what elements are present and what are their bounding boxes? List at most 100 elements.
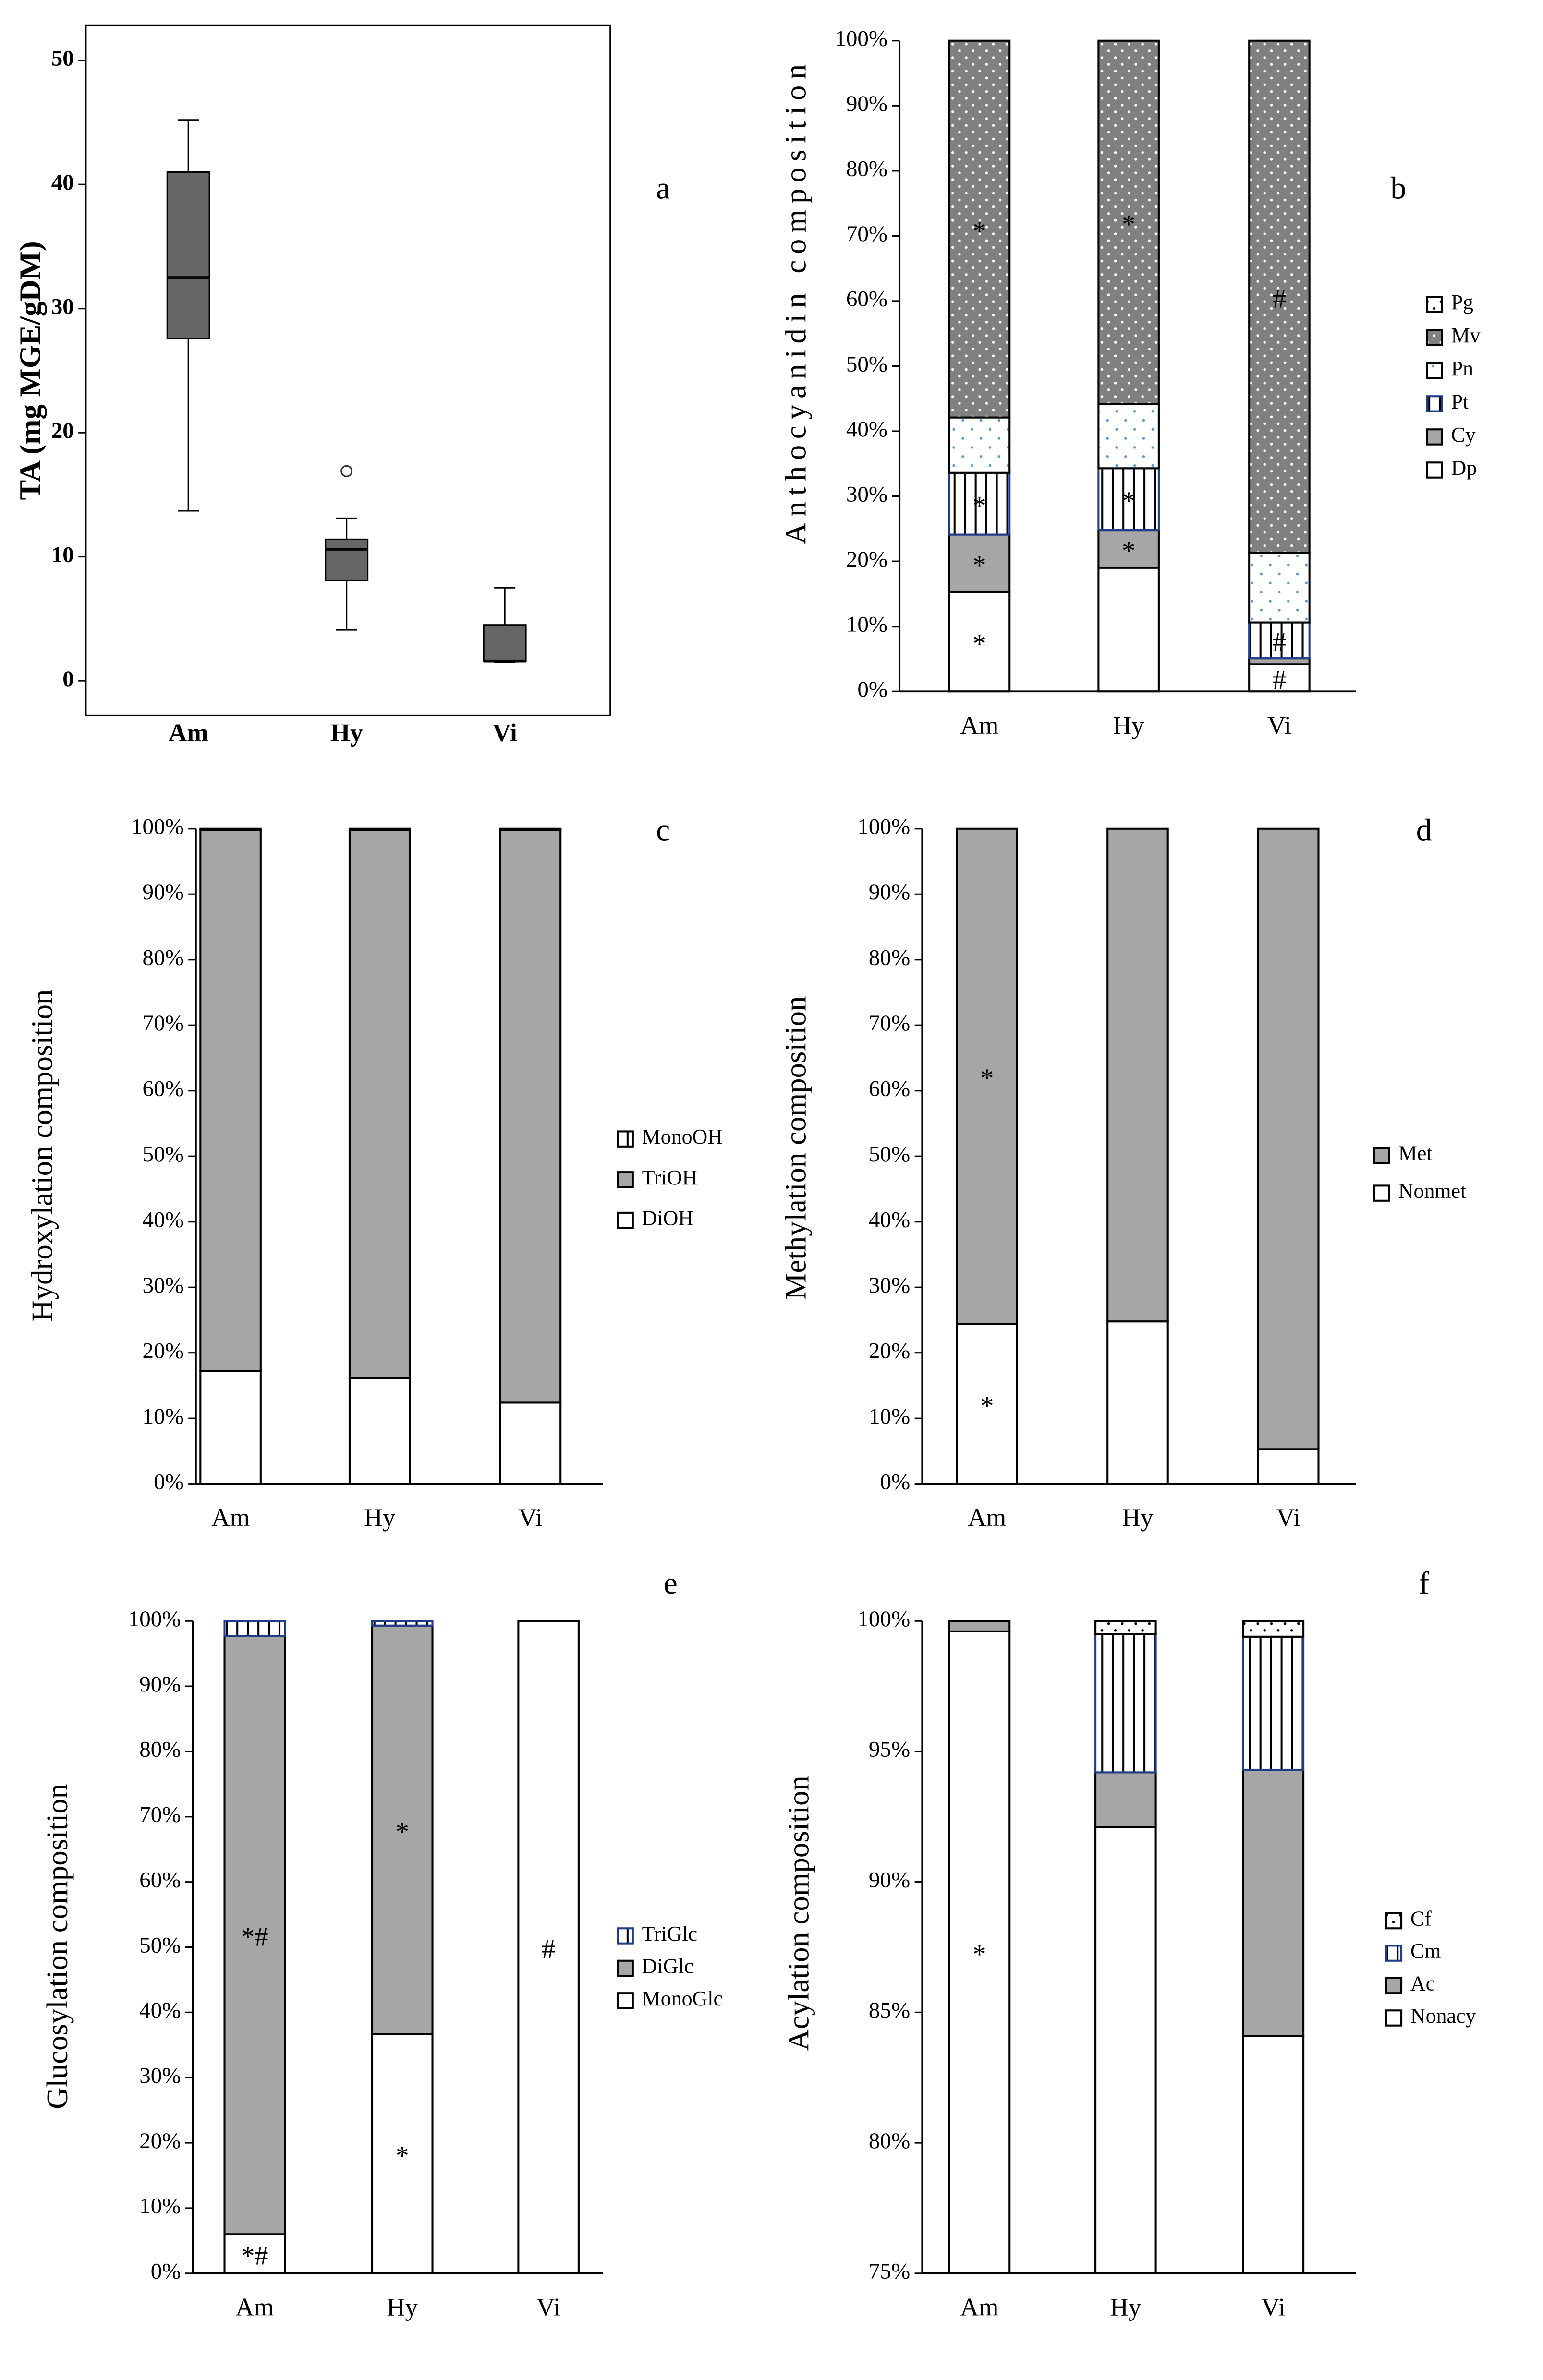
x-tick-label: Hy	[387, 2292, 418, 2321]
legend-swatch	[1385, 1945, 1403, 1962]
bar-segment	[1242, 1768, 1305, 2037]
outlier	[340, 465, 353, 477]
y-tick-label: 0%	[857, 677, 887, 702]
y-tick-label: 100%	[857, 814, 910, 839]
significance-mark: *	[396, 2141, 409, 2171]
x-tick-label: Am	[169, 718, 208, 747]
legend-label: MonoOH	[642, 1125, 723, 1148]
y-tick-label: 90%	[869, 1867, 910, 1892]
panel: 0 10 20 30 40 50 Am Hy Vi TA (mg MGE/gDM) a	[13, 24, 670, 747]
y-tick-label: 95%	[869, 1737, 910, 1762]
y-tick-label: 30%	[869, 1273, 910, 1298]
x-tick-label: Am	[960, 2292, 999, 2321]
y-axis-label: Hydroxylation composition	[25, 990, 59, 1322]
legend-label: Cm	[1410, 1939, 1441, 1963]
significance-mark: *	[1122, 209, 1135, 239]
legend-swatch	[617, 1171, 634, 1188]
x-tick-label: Vi	[1261, 2292, 1285, 2321]
panel-label: f	[1419, 1566, 1429, 1601]
bar-segment	[1106, 827, 1169, 1323]
x-tick-label: Hy	[1113, 711, 1145, 739]
bar-segment	[1248, 39, 1311, 554]
box	[166, 171, 210, 339]
y-tick-label: 50%	[869, 1142, 910, 1167]
bar-segment	[956, 1323, 1018, 1485]
x-tick-label: Hy	[364, 1503, 396, 1532]
bar-segment	[1242, 1620, 1305, 1638]
significance-mark: *	[396, 1817, 409, 1847]
legend-swatch	[1426, 362, 1443, 379]
bar-segment	[371, 1620, 434, 1627]
panel-label: d	[1416, 812, 1432, 847]
panel: 75% 80% 85% 90% 95% 100% Am Hy Vi Acylation compo…	[782, 1566, 1476, 2321]
y-tick-label: 50%	[143, 1142, 184, 1167]
bar-segment	[1094, 1826, 1157, 2274]
x-tick-label: Am	[211, 1503, 250, 1532]
significance-mark: *	[980, 1063, 994, 1093]
legend-label: Pg	[1451, 290, 1473, 314]
significance-mark: *	[972, 629, 986, 659]
bar-segment	[371, 1624, 434, 2035]
bar-segment	[199, 1370, 262, 1485]
bar-segment	[348, 827, 411, 831]
bar-segment	[1097, 567, 1160, 693]
y-axis-label: Anthocyanidin composition	[778, 58, 812, 544]
legend-swatch	[1426, 329, 1443, 346]
significance-mark: #	[1273, 628, 1286, 657]
bar-segment	[1097, 467, 1160, 532]
y-axis-label: Methylation composition	[778, 996, 812, 1300]
y-tick-label: 10	[51, 542, 74, 567]
bar-segment	[1097, 39, 1160, 405]
legend-label: Nonacy	[1410, 2004, 1476, 2028]
panel-label: c	[656, 812, 670, 847]
significance-mark: #	[1273, 665, 1286, 695]
y-tick-label: 40	[51, 170, 74, 195]
legend-label: Mv	[1451, 324, 1481, 347]
legend-label: Ac	[1410, 1972, 1435, 1995]
y-tick-label: 0%	[154, 1469, 184, 1494]
bar-segment	[1106, 1320, 1169, 1485]
y-tick-label: 75%	[869, 2259, 910, 2284]
legend-swatch	[617, 1130, 634, 1148]
x-tick-label: Hy	[1122, 1503, 1154, 1532]
significance-mark: *#	[241, 1922, 268, 1952]
legend-label: TriOH	[642, 1166, 698, 1189]
y-tick-label: 70%	[139, 1802, 181, 1827]
legend-label: TriGlc	[642, 1922, 698, 1945]
y-axis-label: Glucosylation composition	[40, 1784, 74, 2109]
bar-segment	[348, 1377, 411, 1485]
bar-segment	[1257, 827, 1320, 1450]
legend-swatch	[1373, 1184, 1390, 1202]
y-axis-label: Acylation composition	[782, 1776, 815, 2051]
legend-label: Pt	[1451, 390, 1469, 413]
bar-segment	[1094, 1771, 1157, 1828]
y-tick-label: 80%	[139, 1737, 181, 1762]
y-tick-label: 50%	[846, 351, 887, 376]
y-tick-label: 30%	[139, 2063, 181, 2088]
bar-segment	[499, 827, 562, 831]
y-tick-label: 0	[62, 666, 74, 691]
bar-segment	[1242, 2035, 1305, 2274]
legend-swatch	[1426, 428, 1443, 446]
significance-mark: *	[972, 217, 986, 246]
panel: 0% 10% 20% 30% 40% 50% 60% 70% 80% 90% 100% Am Hy Vi M…	[778, 812, 1466, 1532]
bar-segment	[1097, 403, 1160, 470]
legend-swatch	[1385, 1977, 1403, 1994]
y-tick-label: 70%	[869, 1011, 910, 1036]
x-tick-label: Vi	[1276, 1503, 1300, 1532]
bar-segment	[499, 1401, 562, 1485]
y-tick-label: 60%	[143, 1076, 184, 1101]
x-tick-label: Hy	[330, 718, 363, 747]
panel: 0% 10% 20% 30% 40% 50% 60% 70% 80% 90% 100% Am Hy Vi G…	[40, 1566, 723, 2321]
y-axis-label: TA (mg MGE/gDM)	[13, 241, 47, 500]
significance-mark: *	[1122, 486, 1135, 516]
y-tick-label: 20%	[869, 1338, 910, 1363]
legend-swatch	[1373, 1147, 1390, 1164]
y-tick-label: 40%	[143, 1208, 184, 1232]
y-tick-label: 60%	[869, 1076, 910, 1101]
legend-label: DiGlc	[642, 1955, 693, 1978]
bar-segment	[948, 533, 1011, 593]
legend-label: Dp	[1451, 456, 1477, 480]
y-tick-label: 20%	[846, 547, 887, 572]
